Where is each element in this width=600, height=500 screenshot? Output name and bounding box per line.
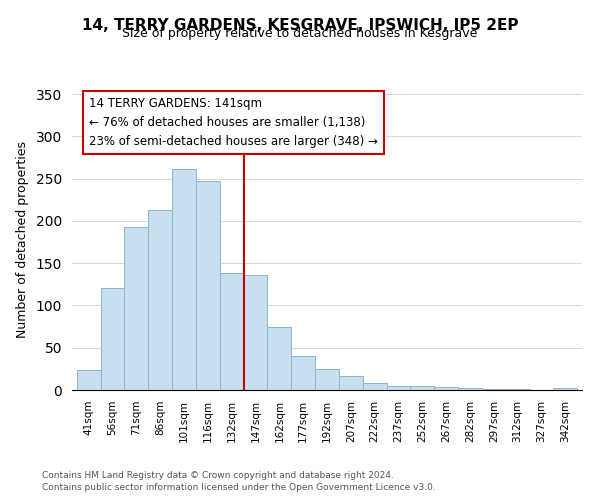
Bar — [101, 288, 124, 390]
Bar — [386, 386, 410, 390]
Text: 14, TERRY GARDENS, KESGRAVE, IPSWICH, IP5 2EP: 14, TERRY GARDENS, KESGRAVE, IPSWICH, IP… — [82, 18, 518, 32]
Bar — [172, 170, 196, 390]
Bar — [148, 210, 172, 390]
Bar — [363, 383, 386, 390]
Bar — [410, 386, 434, 390]
Bar — [315, 369, 339, 390]
Bar — [553, 388, 577, 390]
Bar — [506, 389, 530, 390]
Text: Size of property relative to detached houses in Kesgrave: Size of property relative to detached ho… — [122, 28, 478, 40]
Text: Contains HM Land Registry data © Crown copyright and database right 2024.: Contains HM Land Registry data © Crown c… — [42, 470, 394, 480]
Bar — [77, 370, 101, 390]
Bar — [244, 275, 268, 390]
Y-axis label: Number of detached properties: Number of detached properties — [16, 142, 29, 338]
Bar — [268, 326, 291, 390]
Bar — [124, 227, 148, 390]
Bar — [458, 388, 482, 390]
Bar — [482, 389, 506, 390]
Bar — [291, 356, 315, 390]
Bar — [196, 182, 220, 390]
Bar — [339, 376, 363, 390]
Bar — [434, 388, 458, 390]
Text: Contains public sector information licensed under the Open Government Licence v3: Contains public sector information licen… — [42, 483, 436, 492]
Bar — [220, 274, 244, 390]
Text: 14 TERRY GARDENS: 141sqm
← 76% of detached houses are smaller (1,138)
23% of sem: 14 TERRY GARDENS: 141sqm ← 76% of detach… — [89, 97, 378, 148]
